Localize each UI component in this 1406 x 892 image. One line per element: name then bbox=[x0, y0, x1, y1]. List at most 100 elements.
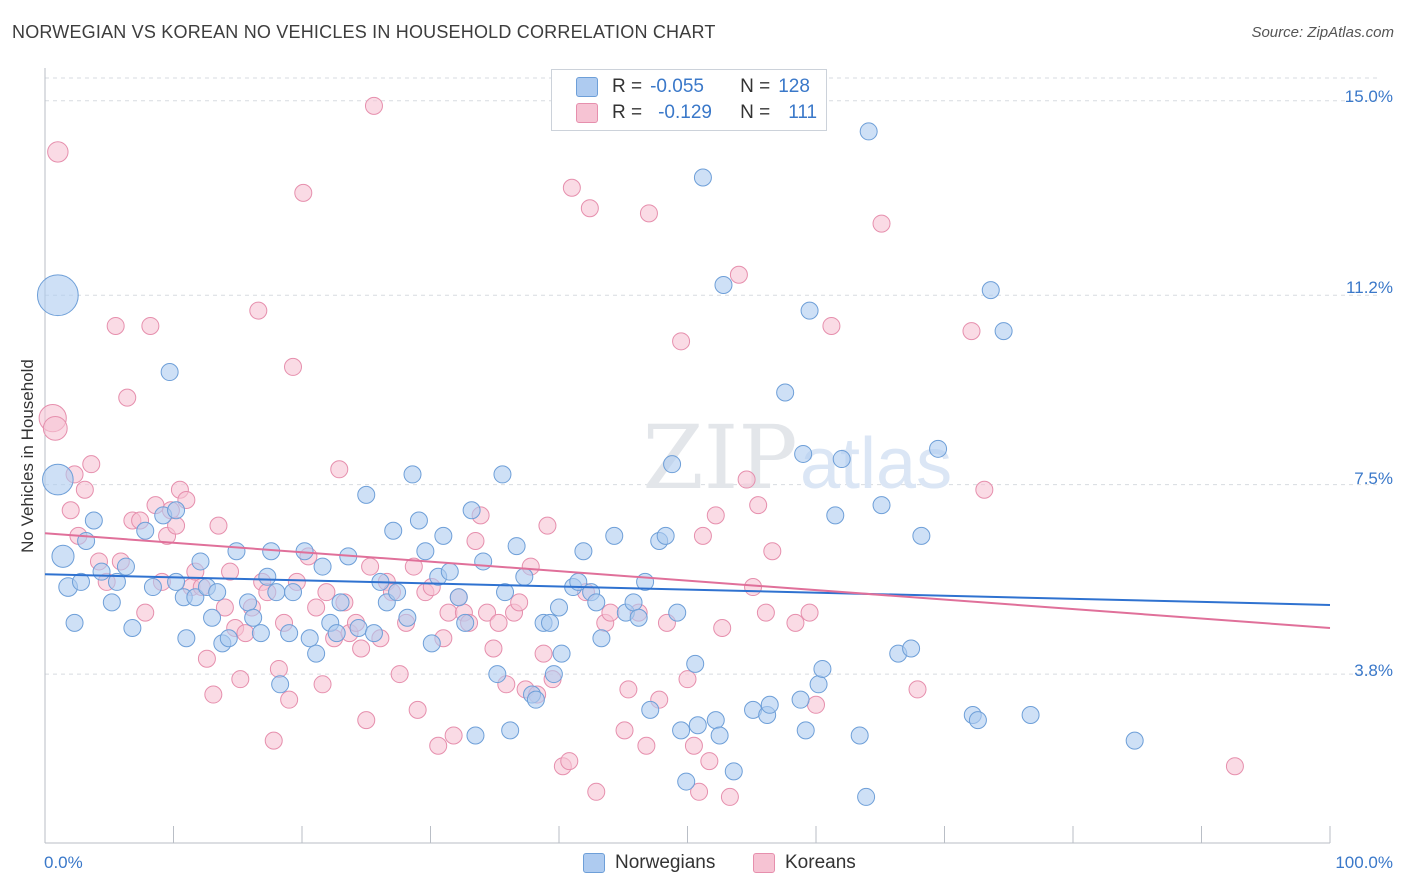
norwegians-point bbox=[208, 583, 227, 602]
watermark: ZIP bbox=[642, 406, 797, 509]
norwegians-point bbox=[449, 588, 468, 607]
norwegians-point bbox=[826, 506, 845, 525]
norwegians-point bbox=[167, 572, 186, 591]
koreans-point bbox=[404, 557, 423, 576]
legend-r-value-norwegians: -0.055 bbox=[650, 76, 704, 97]
koreans-point bbox=[489, 613, 508, 632]
norwegians-point bbox=[416, 542, 435, 561]
norwegians-trend-line bbox=[44, 573, 1331, 606]
koreans-point bbox=[637, 736, 656, 755]
correlation-legend: R = -0.055 N = 128 R = -0.129 N = 111 bbox=[551, 69, 827, 131]
norwegians-point bbox=[349, 618, 368, 637]
norwegians-point bbox=[388, 583, 407, 602]
koreans-point bbox=[756, 603, 775, 622]
norwegians-point bbox=[398, 608, 417, 627]
norwegians-point bbox=[641, 700, 660, 719]
koreans-point bbox=[601, 603, 620, 622]
norwegians-point bbox=[672, 721, 691, 740]
norwegians-point bbox=[496, 583, 515, 602]
norwegians-point bbox=[686, 654, 705, 673]
y-tick-label-15-0: 15.0% bbox=[1344, 87, 1393, 106]
koreans-point bbox=[580, 199, 599, 218]
koreans-point bbox=[538, 516, 557, 535]
koreans-point bbox=[215, 598, 234, 617]
norwegians-point bbox=[284, 583, 303, 602]
source-label: Source: ZipAtlas.com bbox=[1251, 24, 1394, 41]
koreans-point bbox=[693, 526, 712, 545]
norwegians-point bbox=[541, 613, 560, 632]
norwegians-point bbox=[850, 726, 869, 745]
koreans-point bbox=[484, 639, 503, 658]
koreans-point bbox=[560, 752, 579, 771]
norwegians-point bbox=[968, 711, 987, 730]
koreans-point bbox=[280, 690, 299, 709]
koreans-point bbox=[700, 752, 719, 771]
norwegians-point bbox=[813, 659, 832, 678]
koreans-point bbox=[307, 598, 326, 617]
koreans-point bbox=[357, 711, 376, 730]
koreans-point bbox=[236, 624, 255, 643]
norwegians-point bbox=[167, 501, 186, 520]
koreans-point bbox=[737, 470, 756, 489]
norwegians-point bbox=[629, 608, 648, 627]
koreans-point bbox=[284, 357, 303, 376]
y-tick-label-3-8: 3.8% bbox=[1354, 661, 1393, 680]
norwegians-point bbox=[92, 562, 111, 581]
legend-n-value-norwegians: 128 bbox=[778, 76, 810, 97]
koreans-point bbox=[1225, 757, 1244, 776]
norwegians-point bbox=[300, 629, 319, 648]
koreans-point bbox=[313, 675, 332, 694]
koreans-point bbox=[269, 659, 288, 678]
norwegians-point bbox=[357, 485, 376, 504]
koreans-point bbox=[82, 455, 101, 474]
norwegians-point bbox=[800, 301, 819, 320]
norwegians-point bbox=[526, 690, 545, 709]
x-tick-label-max: 100.0% bbox=[1335, 853, 1393, 872]
koreans-point bbox=[249, 301, 268, 320]
norwegians-point bbox=[624, 593, 643, 612]
norwegians-point bbox=[466, 726, 485, 745]
koreans-point bbox=[118, 388, 137, 407]
koreans-point bbox=[872, 214, 891, 233]
norwegians-point bbox=[434, 526, 453, 545]
norwegians-point bbox=[462, 501, 481, 520]
koreans-point bbox=[908, 680, 927, 699]
legend-row-norwegians: R = -0.055 N = 128 bbox=[576, 74, 810, 100]
koreans-point bbox=[587, 782, 606, 801]
koreans-point bbox=[47, 141, 69, 163]
norwegians-point bbox=[227, 542, 246, 561]
koreans-point bbox=[197, 649, 216, 668]
norwegians-point bbox=[981, 281, 1000, 300]
norwegians-point bbox=[710, 726, 729, 745]
norwegians-point bbox=[592, 629, 611, 648]
norwegians-point bbox=[501, 721, 520, 740]
bottom-legend-norwegians: Norwegians bbox=[583, 852, 715, 874]
norwegians-point bbox=[587, 593, 606, 612]
koreans-point bbox=[204, 685, 223, 704]
norwegians-point bbox=[859, 122, 878, 141]
koreans-point bbox=[478, 603, 497, 622]
norwegians-point bbox=[552, 644, 571, 663]
koreans-point bbox=[786, 613, 805, 632]
koreans-point bbox=[975, 480, 994, 499]
norwegians-point bbox=[203, 608, 222, 627]
norwegians-point bbox=[929, 439, 948, 458]
koreans-point bbox=[562, 178, 581, 197]
norwegians-point bbox=[677, 772, 696, 791]
norwegians-point bbox=[809, 675, 828, 694]
koreans-point bbox=[510, 593, 529, 612]
koreans-point bbox=[619, 680, 638, 699]
norwegians-point bbox=[186, 588, 205, 607]
norwegians-swatch bbox=[576, 77, 598, 97]
norwegians-point bbox=[403, 465, 422, 484]
norwegians-point bbox=[271, 675, 290, 694]
koreans-swatch bbox=[576, 103, 598, 123]
norwegians-point bbox=[422, 634, 441, 653]
norwegians-point bbox=[107, 572, 126, 591]
koreans-point bbox=[729, 265, 748, 284]
norwegians-point bbox=[605, 526, 624, 545]
koreans-point bbox=[42, 415, 68, 441]
koreans-point bbox=[444, 726, 463, 745]
norwegians-point bbox=[791, 690, 810, 709]
